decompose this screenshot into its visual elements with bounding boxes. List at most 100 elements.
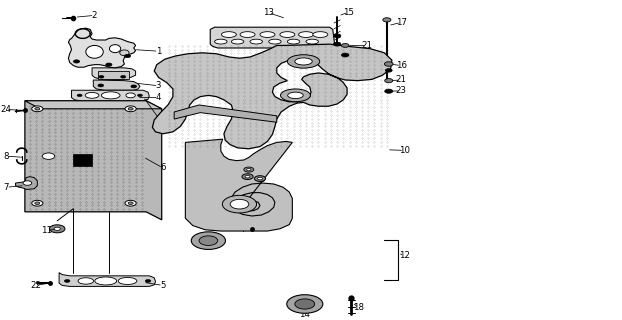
Ellipse shape xyxy=(223,195,256,213)
Bar xyxy=(98,71,129,79)
Ellipse shape xyxy=(333,42,341,46)
Text: 8: 8 xyxy=(4,152,9,161)
Ellipse shape xyxy=(65,280,70,282)
Ellipse shape xyxy=(260,32,275,37)
Ellipse shape xyxy=(78,278,94,284)
Text: 23: 23 xyxy=(396,86,407,95)
Ellipse shape xyxy=(250,39,262,44)
Text: 10: 10 xyxy=(399,146,410,155)
Polygon shape xyxy=(73,154,92,166)
Ellipse shape xyxy=(35,202,40,204)
Text: 20: 20 xyxy=(230,164,241,173)
Text: 5: 5 xyxy=(160,281,165,290)
Text: 13: 13 xyxy=(263,8,274,17)
Ellipse shape xyxy=(125,200,136,206)
Polygon shape xyxy=(25,101,162,220)
Ellipse shape xyxy=(333,34,341,38)
Ellipse shape xyxy=(126,93,136,98)
Text: 2: 2 xyxy=(92,11,97,20)
Ellipse shape xyxy=(131,85,137,88)
Ellipse shape xyxy=(281,89,310,102)
Ellipse shape xyxy=(124,54,131,58)
Ellipse shape xyxy=(192,232,225,250)
Ellipse shape xyxy=(118,277,137,284)
Ellipse shape xyxy=(199,236,218,245)
Polygon shape xyxy=(185,139,292,231)
Ellipse shape xyxy=(313,32,328,37)
Ellipse shape xyxy=(287,55,320,68)
Ellipse shape xyxy=(42,153,55,159)
Text: 12: 12 xyxy=(399,252,410,260)
Ellipse shape xyxy=(384,78,393,83)
Polygon shape xyxy=(68,28,136,68)
Ellipse shape xyxy=(384,89,393,93)
Ellipse shape xyxy=(240,32,255,37)
Text: 24: 24 xyxy=(230,224,241,233)
Ellipse shape xyxy=(137,94,142,97)
Text: 1: 1 xyxy=(156,47,161,56)
Ellipse shape xyxy=(99,76,104,78)
Polygon shape xyxy=(152,44,392,149)
Text: 17: 17 xyxy=(396,18,407,27)
Ellipse shape xyxy=(295,299,315,309)
Text: 18: 18 xyxy=(353,303,364,312)
Ellipse shape xyxy=(244,167,254,172)
Ellipse shape xyxy=(98,84,104,87)
Ellipse shape xyxy=(54,227,60,230)
Polygon shape xyxy=(210,27,335,48)
Ellipse shape xyxy=(215,39,227,44)
Polygon shape xyxy=(93,80,140,90)
Ellipse shape xyxy=(230,199,249,209)
Text: 14: 14 xyxy=(299,310,310,319)
Ellipse shape xyxy=(101,92,120,99)
Text: 21: 21 xyxy=(361,41,373,50)
Ellipse shape xyxy=(287,92,303,99)
Text: 19: 19 xyxy=(254,175,266,184)
Ellipse shape xyxy=(287,295,323,313)
Ellipse shape xyxy=(221,32,236,37)
Ellipse shape xyxy=(306,39,318,44)
Ellipse shape xyxy=(280,32,295,37)
Ellipse shape xyxy=(119,50,129,56)
Ellipse shape xyxy=(95,277,117,285)
Ellipse shape xyxy=(269,39,281,44)
Ellipse shape xyxy=(86,45,103,58)
Ellipse shape xyxy=(246,168,251,171)
Ellipse shape xyxy=(385,68,392,72)
Text: 24: 24 xyxy=(1,105,12,114)
Text: 21: 21 xyxy=(396,76,407,84)
Ellipse shape xyxy=(106,63,112,66)
Ellipse shape xyxy=(35,108,40,110)
Ellipse shape xyxy=(258,177,262,180)
Polygon shape xyxy=(174,105,277,122)
Text: 23: 23 xyxy=(361,52,373,60)
Polygon shape xyxy=(92,68,136,80)
Text: 7: 7 xyxy=(4,183,9,192)
Ellipse shape xyxy=(254,176,266,181)
Text: 16: 16 xyxy=(396,61,407,70)
Ellipse shape xyxy=(295,58,312,65)
Ellipse shape xyxy=(341,53,349,57)
Ellipse shape xyxy=(384,62,393,66)
Text: 6: 6 xyxy=(160,164,165,172)
Text: 22: 22 xyxy=(30,281,42,290)
Text: 9: 9 xyxy=(239,126,244,135)
Text: 19: 19 xyxy=(230,173,241,182)
Ellipse shape xyxy=(341,44,349,47)
Ellipse shape xyxy=(32,200,43,206)
Text: 3: 3 xyxy=(156,81,161,90)
Polygon shape xyxy=(72,90,149,101)
Ellipse shape xyxy=(109,44,121,52)
Ellipse shape xyxy=(73,60,80,63)
Ellipse shape xyxy=(299,32,313,37)
Ellipse shape xyxy=(245,175,250,178)
Text: 5: 5 xyxy=(160,120,165,129)
Ellipse shape xyxy=(23,181,32,185)
Polygon shape xyxy=(25,101,162,109)
Polygon shape xyxy=(59,273,156,286)
Ellipse shape xyxy=(145,280,151,282)
Text: 4: 4 xyxy=(156,93,161,102)
Ellipse shape xyxy=(125,106,136,112)
Ellipse shape xyxy=(128,202,133,204)
Ellipse shape xyxy=(121,76,126,78)
